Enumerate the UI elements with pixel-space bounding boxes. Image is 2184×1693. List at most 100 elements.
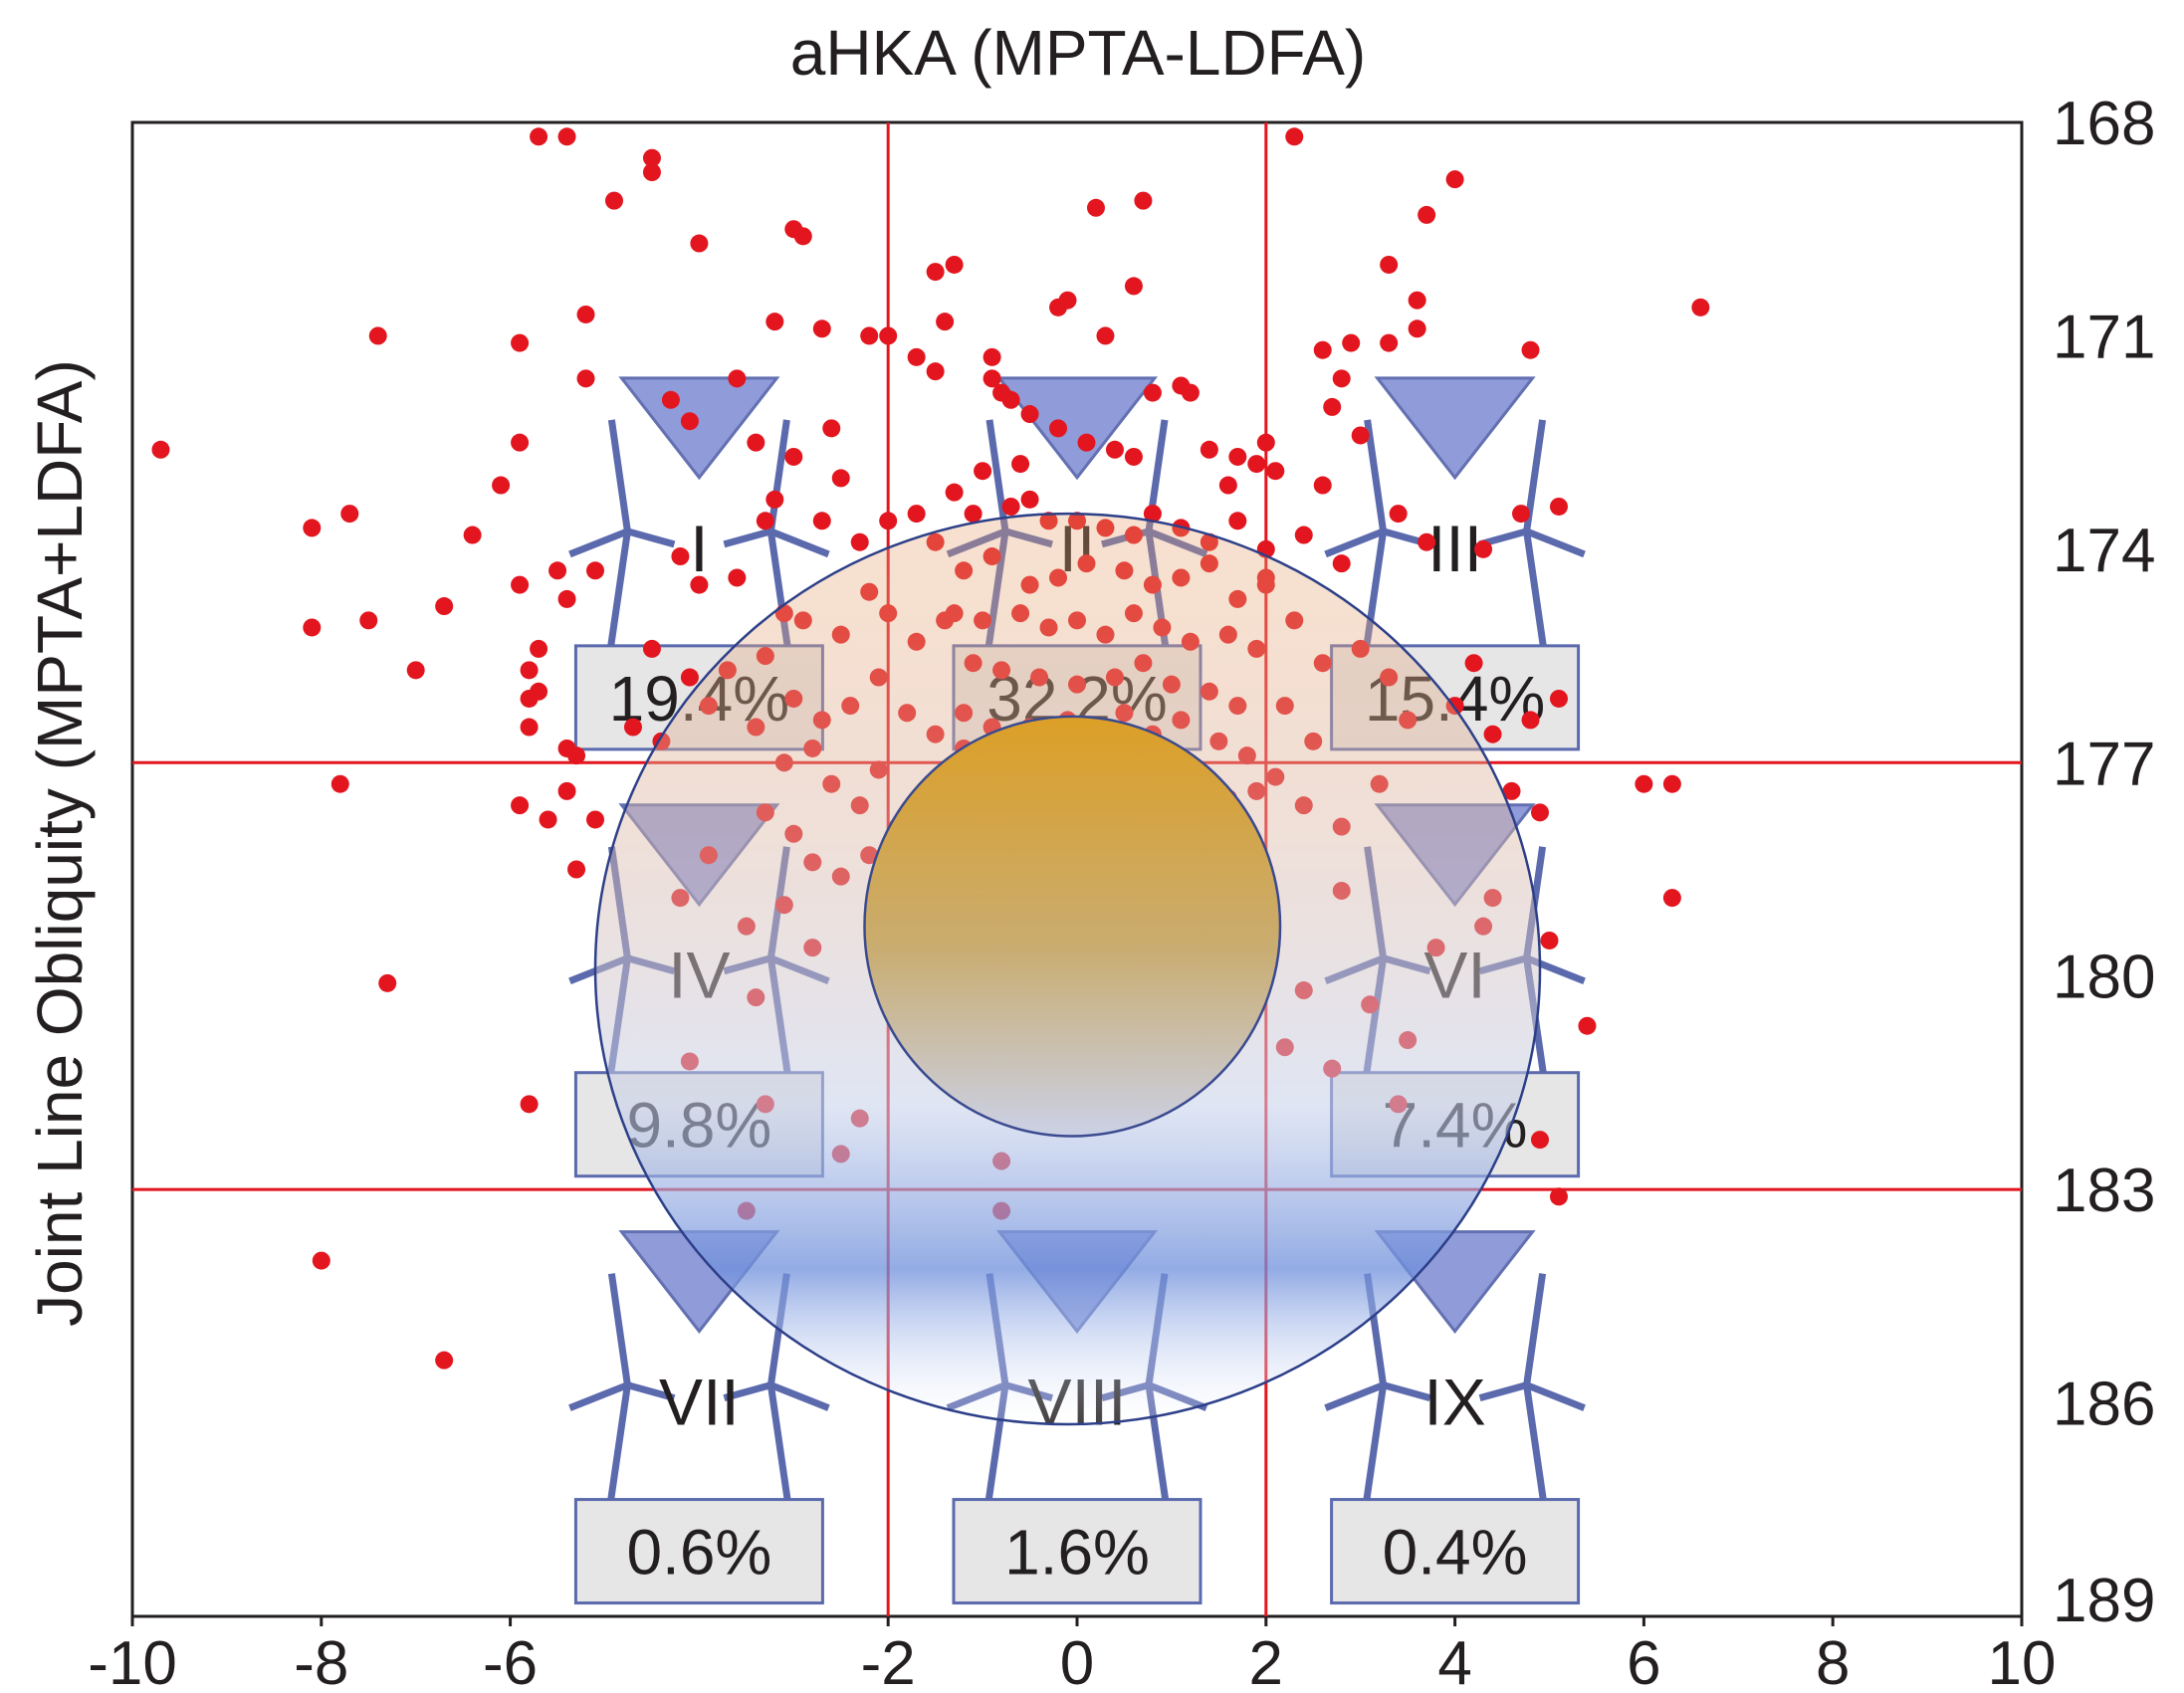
data-point bbox=[511, 433, 530, 452]
data-point bbox=[548, 561, 567, 580]
data-point bbox=[812, 512, 831, 530]
data-point bbox=[1531, 803, 1550, 822]
data-point bbox=[1549, 689, 1568, 708]
x-tick-label: -6 bbox=[483, 1629, 538, 1693]
x-tick-label: 0 bbox=[1060, 1629, 1094, 1693]
data-point bbox=[661, 390, 680, 409]
data-point bbox=[1020, 490, 1039, 509]
data-point bbox=[368, 326, 387, 345]
phenotype-ix: IX 0.4% bbox=[1324, 1230, 1586, 1605]
data-point bbox=[1540, 931, 1559, 950]
data-point bbox=[1408, 291, 1426, 310]
inner-circle bbox=[863, 715, 1282, 1138]
y-tick-label: 183 bbox=[2053, 1157, 2155, 1225]
data-point bbox=[1001, 497, 1020, 516]
data-point bbox=[623, 718, 642, 737]
x-tick-label: 10 bbox=[1988, 1629, 2057, 1693]
data-point bbox=[312, 1251, 330, 1270]
data-point bbox=[378, 973, 397, 992]
data-point bbox=[1521, 340, 1540, 359]
x-axis-ticks: -10 -8 -6 -2 0 2 4 6 8 10 bbox=[88, 1616, 2056, 1693]
data-point bbox=[1323, 397, 1342, 416]
data-point bbox=[936, 313, 955, 331]
joint-line bbox=[1382, 1381, 1431, 1401]
data-point bbox=[879, 326, 898, 345]
data-point bbox=[303, 519, 322, 537]
data-point bbox=[1266, 462, 1285, 481]
data-point bbox=[1086, 198, 1105, 217]
percentage-box bbox=[573, 1498, 824, 1605]
data-point bbox=[520, 661, 539, 680]
data-point bbox=[964, 505, 983, 524]
data-point bbox=[945, 483, 964, 502]
data-point bbox=[1691, 298, 1710, 317]
data-point bbox=[728, 369, 747, 388]
data-point bbox=[539, 810, 557, 829]
joint-line bbox=[1324, 1381, 1385, 1411]
y-tick-label: 180 bbox=[2053, 944, 2155, 1012]
data-point bbox=[747, 433, 765, 452]
data-point bbox=[907, 347, 926, 366]
x-tick-label: 4 bbox=[1437, 1629, 1471, 1693]
data-point bbox=[1474, 539, 1493, 558]
phenotype-label: III bbox=[1427, 512, 1482, 585]
data-point bbox=[530, 682, 548, 701]
data-point bbox=[680, 668, 699, 687]
data-point bbox=[1049, 419, 1068, 438]
data-point bbox=[1418, 532, 1436, 551]
data-point bbox=[340, 505, 359, 524]
data-point bbox=[926, 362, 945, 381]
data-point bbox=[765, 490, 784, 509]
data-point bbox=[784, 447, 803, 466]
data-point bbox=[151, 440, 170, 459]
data-point bbox=[604, 191, 623, 210]
phenotype-label: IX bbox=[1423, 1366, 1485, 1439]
chart-title: aHKA (MPTA-LDFA) bbox=[790, 17, 1366, 89]
data-point bbox=[907, 505, 926, 524]
data-point bbox=[530, 639, 548, 658]
data-point bbox=[435, 1351, 454, 1370]
data-point bbox=[586, 810, 605, 829]
x-tick-label: 8 bbox=[1816, 1629, 1850, 1693]
joint-line bbox=[1525, 528, 1586, 558]
data-point bbox=[1549, 497, 1568, 516]
data-point bbox=[1662, 889, 1681, 908]
x-tick-label: -10 bbox=[88, 1629, 177, 1693]
overlay-circles bbox=[593, 512, 1542, 1426]
data-point bbox=[879, 512, 898, 530]
data-point bbox=[1662, 774, 1681, 793]
data-point bbox=[1011, 455, 1030, 474]
data-point bbox=[435, 597, 454, 616]
joint-line bbox=[626, 1381, 676, 1401]
data-point bbox=[1332, 369, 1351, 388]
data-point bbox=[690, 234, 709, 253]
data-point bbox=[1464, 654, 1483, 673]
joint-line bbox=[568, 528, 629, 558]
data-point bbox=[1445, 170, 1464, 189]
data-point bbox=[1020, 405, 1039, 424]
data-point bbox=[557, 127, 576, 146]
joint-line bbox=[1525, 1381, 1586, 1411]
y-tick-label: 171 bbox=[2053, 303, 2155, 371]
phenotype-label: VII bbox=[659, 1366, 740, 1439]
x-tick-label: 6 bbox=[1627, 1629, 1660, 1693]
data-point bbox=[1228, 512, 1247, 530]
data-point bbox=[1143, 383, 1162, 402]
joint-line bbox=[769, 1381, 830, 1411]
data-point bbox=[1332, 554, 1351, 573]
data-point bbox=[926, 263, 945, 282]
data-point bbox=[463, 526, 482, 544]
joint-line bbox=[723, 1381, 772, 1401]
data-point bbox=[756, 512, 774, 530]
data-point bbox=[831, 469, 850, 488]
data-point bbox=[1313, 476, 1332, 495]
data-point bbox=[492, 476, 511, 495]
data-point bbox=[974, 462, 992, 481]
data-point bbox=[642, 148, 661, 167]
phenotype-vii: VII 0.6% bbox=[568, 1230, 830, 1605]
data-point bbox=[1247, 455, 1266, 474]
data-point bbox=[557, 781, 576, 800]
joint-line bbox=[723, 528, 772, 548]
y-tick-label: 168 bbox=[2053, 90, 2155, 158]
y-tick-label: 177 bbox=[2053, 730, 2155, 798]
